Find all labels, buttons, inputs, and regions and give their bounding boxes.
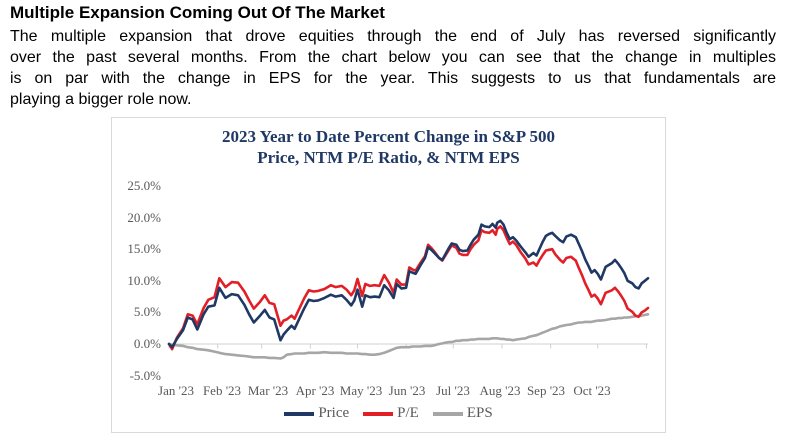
paragraph-line: over the past several months. From the c… [10, 49, 776, 66]
paragraph-line: The multiple expansion that drove equiti… [10, 28, 776, 45]
legend-item-pe: P/E [363, 405, 419, 422]
y-axis-label: 15.0% [127, 241, 161, 256]
x-axis-label: Jul '23 [436, 383, 470, 398]
x-axis-label: May '23 [339, 383, 383, 398]
x-axis-label: Mar '23 [247, 383, 289, 398]
eps-line-swatch-icon [432, 411, 463, 416]
y-axis-label: 20.0% [127, 210, 161, 225]
page-title: Multiple Expansion Coming Out Of The Mar… [10, 3, 385, 22]
price-line-swatch-icon [284, 411, 315, 416]
price-line [167, 219, 650, 349]
legend-label-pe: P/E [397, 405, 419, 421]
legend-item-price: Price [284, 405, 349, 422]
paragraph-line: is on par with the change in EPS for the… [10, 70, 776, 87]
legend-label-price: Price [318, 405, 350, 421]
body-paragraph: The multiple expansion that drove equiti… [10, 26, 776, 110]
plot-area [167, 219, 650, 360]
chart-title-line1: 2023 Year to Date Percent Change in S&P … [221, 127, 556, 146]
x-axis-label: Oct '23 [573, 383, 611, 398]
chart-title-line2: Price, NTM P/E Ratio, & NTM EPS [257, 148, 520, 167]
x-axis-label: Jan '23 [158, 383, 194, 398]
x-axis-label: Jun '23 [388, 383, 426, 398]
document-body: Multiple Expansion Coming Out Of The Mar… [10, 3, 776, 110]
pe-line-swatch-icon [363, 411, 394, 416]
y-axis-label: 10.0% [127, 273, 161, 288]
paragraph-line: playing a bigger role now. [10, 91, 192, 108]
x-axis-label: Feb '23 [202, 383, 242, 398]
x-axis-label: Sep '23 [526, 383, 566, 398]
chart-legend: Price P/E EPS [112, 405, 665, 422]
pe-line [167, 225, 650, 351]
legend-label-eps: EPS [466, 405, 493, 421]
eps-line [167, 313, 650, 360]
y-axis-label: 5.0% [133, 304, 161, 319]
y-axis-label: 0.0% [133, 336, 161, 351]
x-axis-label: Apr '23 [295, 383, 335, 398]
x-axis-label: Aug '23 [479, 383, 521, 398]
chart-panel: 2023 Year to Date Percent Change in S&P … [111, 117, 666, 433]
y-axis-label: -5.0% [129, 368, 161, 383]
y-axis-label: 25.0% [127, 178, 161, 193]
legend-item-eps: EPS [432, 405, 493, 422]
